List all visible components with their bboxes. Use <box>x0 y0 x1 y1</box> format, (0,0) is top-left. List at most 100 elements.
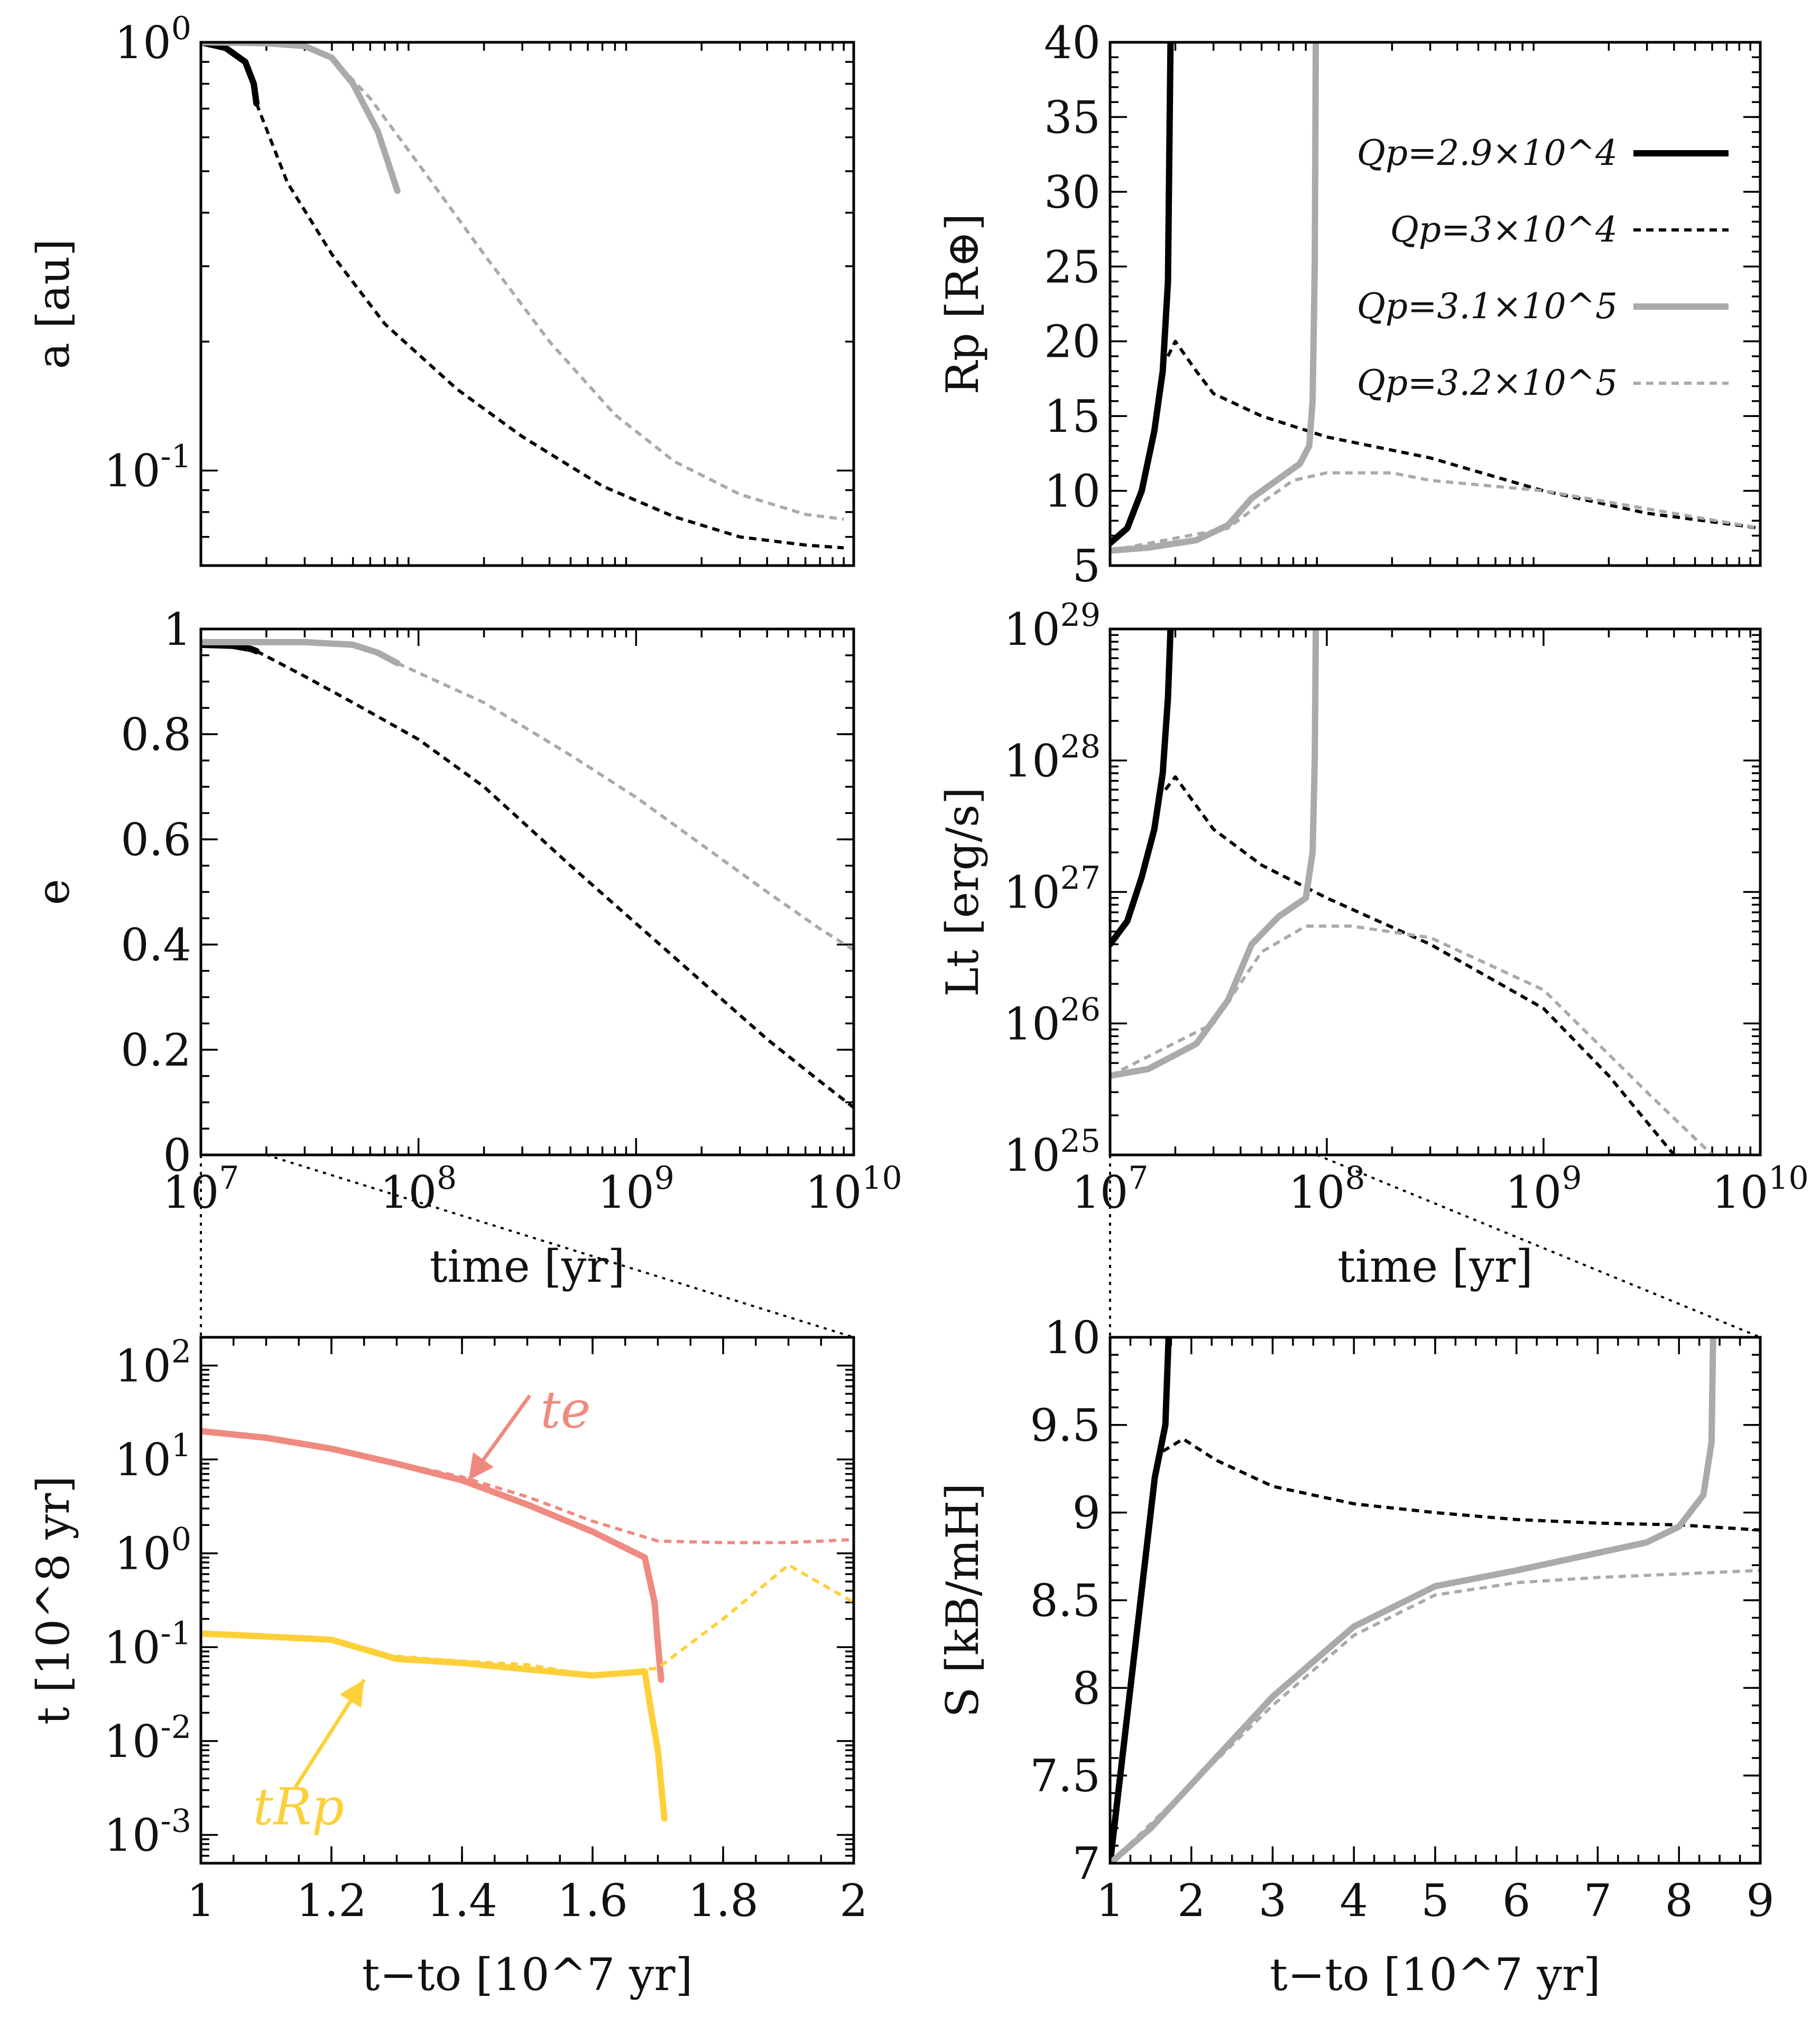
y-tick-label: 35 <box>1044 91 1101 143</box>
y-tick-label: 100 <box>115 1521 191 1580</box>
series-line <box>255 103 844 550</box>
y-tick-label: 10 <box>1044 466 1101 517</box>
y-tick-label: 15 <box>1044 391 1101 442</box>
minor-ticks <box>1109 1336 1761 1864</box>
y-tick-label: 10-1 <box>104 1615 191 1673</box>
series-line <box>396 661 854 951</box>
y-axis-label: S [kB/mH] <box>937 1483 988 1718</box>
major-ticks <box>201 41 854 471</box>
y-tick-label: 40 <box>1044 17 1101 69</box>
series-line <box>1110 42 1319 554</box>
plot-frame <box>199 41 855 567</box>
plot-frame <box>1108 41 1762 567</box>
y-tick-label: 0 <box>163 1130 191 1181</box>
series-line <box>201 641 260 654</box>
y-tick-label: 1028 <box>1004 728 1101 787</box>
annotation-label: te <box>540 1380 590 1439</box>
x-tick-label: 3 <box>1259 1875 1287 1927</box>
minor-ticks <box>1110 629 1760 1155</box>
legend: Qp=2.9×10^4 Qp=3×10^4 Qp=3.1×10^5 Qp=3.2×10… <box>1357 133 1729 403</box>
y-tick-label: 0.4 <box>121 919 191 971</box>
y-axis-label: a [au] <box>27 239 79 369</box>
zoom-connector-line <box>266 1154 854 1338</box>
y-axis-label: Lt [erg/s] <box>937 787 988 997</box>
major-ticks <box>200 628 855 1156</box>
legend-label: Qp=2.9×10^4 <box>1357 133 1618 173</box>
x-tick-label: 108 <box>380 1160 457 1218</box>
plot-frame <box>1108 1336 1762 1865</box>
y-tick-label: 10-2 <box>104 1709 191 1768</box>
panel-S: 7 7.5 8 8.5 9 9.5 10 1 2 3 4 5 6 7 8 9 t−to [10^7 yr] S [… <box>937 1312 1775 2001</box>
series-group <box>1110 42 1760 554</box>
plot-frame <box>199 1336 855 1865</box>
x-tick-label: 5 <box>1421 1875 1449 1927</box>
x-axis-label: t−to [10^7 yr] <box>362 1949 693 2001</box>
panel-a: 100 10-1 a [au] <box>27 10 855 567</box>
annotation-arrowhead <box>468 1452 494 1481</box>
x-tick-label: 1 <box>187 1875 215 1927</box>
y-tick-label: 0.2 <box>121 1024 191 1076</box>
minor-ticks <box>201 42 854 566</box>
x-tick-label: 9 <box>1746 1875 1774 1927</box>
series-group <box>1110 1337 1760 1863</box>
series-line <box>1110 471 1760 552</box>
y-tick-label: 1025 <box>1004 1123 1101 1181</box>
x-tick-label: 1 <box>1096 1875 1124 1927</box>
x-tick-label: 7 <box>1584 1875 1612 1927</box>
y-tick-label: 20 <box>1044 316 1101 368</box>
y-tick-label: 9 <box>1073 1487 1101 1539</box>
y-tick-label: 10 <box>1044 1312 1101 1364</box>
legend-label: Qp=3.2×10^5 <box>1357 363 1618 403</box>
x-tick-label: 1.4 <box>427 1875 497 1927</box>
x-axis-label: time [yr] <box>430 1241 625 1292</box>
x-tick-label: 1.6 <box>557 1875 628 1927</box>
y-tick-label: 5 <box>1073 540 1101 592</box>
y-axis-label: t [10^8 yr] <box>27 1476 79 1725</box>
series-group <box>1110 629 1714 1155</box>
x-tick-label: 1010 <box>1712 1160 1808 1218</box>
series-line <box>201 1428 664 1683</box>
series-group <box>201 639 854 1109</box>
y-tick-label: 1027 <box>1004 860 1101 919</box>
y-tick-label: 9.5 <box>1030 1400 1101 1451</box>
series-line <box>1166 339 1760 530</box>
x-tick-label: 1.2 <box>296 1875 367 1927</box>
legend-label: Qp=3.1×10^5 <box>1357 286 1618 327</box>
legend-label: Qp=3×10^4 <box>1390 209 1618 250</box>
x-tick-label: 8 <box>1665 1875 1693 1927</box>
annotation-arrowhead <box>339 1679 364 1708</box>
series-group <box>201 42 844 550</box>
series-line <box>255 650 854 1109</box>
x-tick-label: 4 <box>1340 1875 1368 1927</box>
y-tick-label: 0.8 <box>121 709 191 761</box>
series-line <box>201 1630 668 1822</box>
y-tick-label: 7 <box>1073 1838 1101 1890</box>
series-line <box>1110 42 1174 547</box>
x-axis-label: time [yr] <box>1337 1241 1533 1292</box>
x-tick-label: 2 <box>1177 1875 1205 1927</box>
series-line <box>330 57 844 521</box>
series-line <box>1110 1337 1716 1863</box>
panel-t: 102 101 100 10-1 10-2 10-3 1 1.2 1.4 1.6 1.8 2 t−to … <box>27 1333 868 2001</box>
series-line <box>1110 1337 1172 1863</box>
series-line <box>1110 629 1174 948</box>
series-group <box>201 1428 854 1822</box>
y-tick-label: 10-3 <box>104 1803 191 1862</box>
x-tick-label: 108 <box>1288 1160 1365 1218</box>
series-line <box>201 42 260 107</box>
x-tick-label: 2 <box>839 1875 867 1927</box>
series-line <box>201 639 401 667</box>
y-tick-label: 102 <box>115 1333 191 1392</box>
major-ticks <box>1109 628 1761 1156</box>
plot-frame <box>1108 627 1762 1157</box>
major-ticks <box>1109 1336 1761 1864</box>
y-tick-label: 30 <box>1044 166 1101 218</box>
zoom-connector-line <box>1316 1154 1761 1338</box>
x-tick-label: 107 <box>162 1160 239 1218</box>
y-tick-label: 25 <box>1044 241 1101 293</box>
y-tick-label: 8.5 <box>1030 1575 1101 1627</box>
series-line <box>1110 1569 1760 1863</box>
series-line <box>396 1563 854 1677</box>
y-tick-label: 8 <box>1073 1662 1101 1714</box>
